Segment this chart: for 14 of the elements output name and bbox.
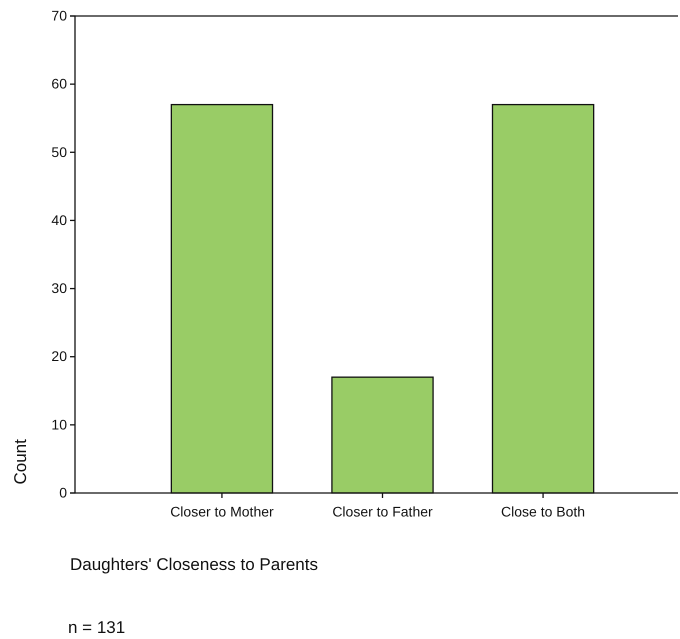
text: n = 131 <box>68 618 126 637</box>
y-tick-label: 0 <box>59 484 68 500</box>
x-tick-label: Closer to Father <box>332 503 434 520</box>
x-axis-title: Daughters' Closeness to Parents <box>70 555 318 574</box>
x-tick-label: Closer to Mother <box>170 503 274 520</box>
y-tick-label: 40 <box>51 212 68 228</box>
y-tick-label: 50 <box>51 144 68 160</box>
y-tick-label: 70 <box>51 7 68 24</box>
y-tick-label: 30 <box>51 280 68 296</box>
y-tick-label: 60 <box>51 76 68 92</box>
y-tick-label: 20 <box>51 348 68 364</box>
y-axis-title: Count <box>11 438 30 484</box>
x-tick-label: Close to Both <box>501 503 586 520</box>
y-tick-label: 10 <box>51 416 68 432</box>
